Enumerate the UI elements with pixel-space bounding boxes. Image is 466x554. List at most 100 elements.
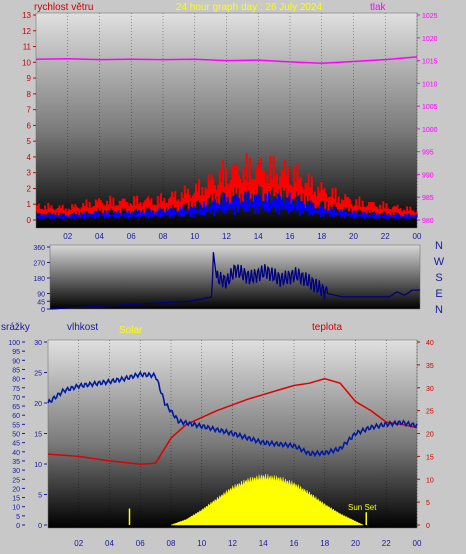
humidity-tick-label: 20 xyxy=(34,401,42,408)
wind-left-tick-label: 9 xyxy=(27,74,32,83)
rain-tick-label: 5 xyxy=(16,514,20,521)
humidity-tick-label: 15 xyxy=(34,432,42,439)
wind-right-tick-label: 1020 xyxy=(422,36,438,43)
direction-panel xyxy=(49,244,421,310)
lower-x-tick-label: 14 xyxy=(259,539,268,548)
wind-left-tick-label: 1 xyxy=(27,200,32,209)
lower-x-tick-label: 10 xyxy=(197,539,206,548)
wind-x-tick-label: 18 xyxy=(317,232,326,241)
wind-x-tick-label: 14 xyxy=(254,232,263,241)
pressure-label: tlak xyxy=(370,2,387,13)
rain-tick-label: 30 xyxy=(12,468,20,475)
temperature-tick-label: 25 xyxy=(426,409,434,416)
temperature-tick-label: 15 xyxy=(426,454,434,461)
wind-right-tick-label: 1005 xyxy=(422,104,438,111)
rain-tick-label: 50 xyxy=(12,432,20,439)
temperature-tick-label: 0 xyxy=(426,523,430,530)
direction-marks xyxy=(49,252,420,310)
rain-tick-label: 40 xyxy=(12,450,20,457)
wind-x-tick-label: 06 xyxy=(127,232,136,241)
rain-tick-label: 0 xyxy=(16,523,20,530)
compass-w: W xyxy=(434,256,445,268)
wind-left-tick-label: 6 xyxy=(27,121,32,130)
wind-right-tick-label: 990 xyxy=(422,172,434,179)
wind-direction-series-line xyxy=(49,252,420,310)
wind-right-tick-label: 1025 xyxy=(422,13,438,20)
wind-label: rychlost větru xyxy=(34,2,93,13)
wind-right-tick-label: 1010 xyxy=(422,81,438,88)
wind-left-tick-label: 8 xyxy=(27,90,32,99)
humidity-series-line xyxy=(47,370,418,458)
rain-tick-label: 85 xyxy=(12,367,20,374)
temperature-tick-label: 20 xyxy=(426,432,434,439)
temperature-tick-label: 30 xyxy=(426,386,434,393)
pressure-series-line xyxy=(35,56,418,65)
wind-left-tick-label: 12 xyxy=(22,27,31,36)
wind-left-tick-label: 13 xyxy=(22,11,31,20)
wind-left-tick-label: 5 xyxy=(27,137,32,146)
temperature-tick-label: 10 xyxy=(426,477,434,484)
wind-left-tick-label: 0 xyxy=(27,216,32,225)
rain-tick-label: 65 xyxy=(12,404,20,411)
temperature-tick-label: 5 xyxy=(426,500,430,507)
rain-tick-label: 70 xyxy=(12,395,20,402)
lower-x-tick-label: 18 xyxy=(320,539,329,548)
rain-tick-label: 95 xyxy=(12,349,20,356)
direction-tick-label: 45 xyxy=(37,299,45,306)
rain-tick-label: 25 xyxy=(12,477,20,484)
solar-label: Solar xyxy=(119,325,143,336)
wind-left-tick-label: 7 xyxy=(27,106,32,115)
temperature-tick-label: 35 xyxy=(426,363,434,370)
lower-x-tick-label: 12 xyxy=(228,539,237,548)
rain-tick-label: 55 xyxy=(12,422,20,429)
wind-marks xyxy=(35,56,418,220)
wind-left-tick-label: 10 xyxy=(22,58,31,67)
lower-marks xyxy=(47,370,418,526)
sunset-label: Sun Set xyxy=(348,503,377,512)
direction-tick-label: 90 xyxy=(37,292,45,299)
solar-series-area xyxy=(170,474,364,526)
rain-tick-label: 80 xyxy=(12,377,20,384)
wind-x-tick-label: 08 xyxy=(159,232,168,241)
wind-x-tick-label: 16 xyxy=(286,232,295,241)
wind-x-tick-label: 04 xyxy=(95,232,104,241)
lower-axis-ticks: 02 04 06 08 10 12 14 16 18 20 22 000510152025303540… xyxy=(8,340,434,548)
lower-x-tick-label: 04 xyxy=(105,539,114,548)
wind-speed-series-line xyxy=(36,153,418,218)
wind-x-tick-label: 12 xyxy=(222,232,231,241)
wind-right-tick-label: 980 xyxy=(422,218,434,225)
humidity-tick-label: 30 xyxy=(34,340,42,347)
wind-x-tick-label: 00 xyxy=(413,232,422,241)
lower-x-tick-label: 22 xyxy=(382,539,391,548)
wind-axis-ticks: 02 04 06 08 10 12 14 16 18 20 22 000123456789101112… xyxy=(22,11,438,241)
compass-e: E xyxy=(435,288,442,300)
wind-gust-series-line xyxy=(36,191,418,220)
rain-label: srážky xyxy=(1,322,30,333)
wind-left-tick-label: 3 xyxy=(27,169,32,178)
direction-tick-label: 360 xyxy=(33,245,45,252)
wind-right-tick-label: 1015 xyxy=(422,59,438,66)
rain-tick-label: 15 xyxy=(12,496,20,503)
compass-n-bottom: N xyxy=(435,304,443,316)
lower-x-tick-label: 02 xyxy=(74,539,83,548)
wind-right-tick-label: 1000 xyxy=(422,127,438,134)
humidity-tick-label: 0 xyxy=(38,523,42,530)
temperature-tick-label: 40 xyxy=(426,340,434,347)
wind-x-tick-label: 22 xyxy=(381,232,390,241)
rain-tick-label: 100 xyxy=(8,340,20,347)
rain-tick-label: 75 xyxy=(12,386,20,393)
rain-tick-label: 35 xyxy=(12,459,20,466)
wind-x-tick-label: 20 xyxy=(349,232,358,241)
direction-tick-label: 180 xyxy=(33,276,45,283)
rain-tick-label: 10 xyxy=(12,505,20,512)
temperature-series-line xyxy=(47,377,418,465)
humidity-tick-label: 25 xyxy=(34,371,42,378)
compass-n-top: N xyxy=(435,240,443,252)
humidity-tick-label: 10 xyxy=(34,462,42,469)
wind-left-tick-label: 2 xyxy=(27,184,32,193)
humidity-tick-label: 5 xyxy=(38,493,42,500)
wind-right-tick-label: 985 xyxy=(422,195,434,202)
lower-x-tick-label: 20 xyxy=(351,539,360,548)
